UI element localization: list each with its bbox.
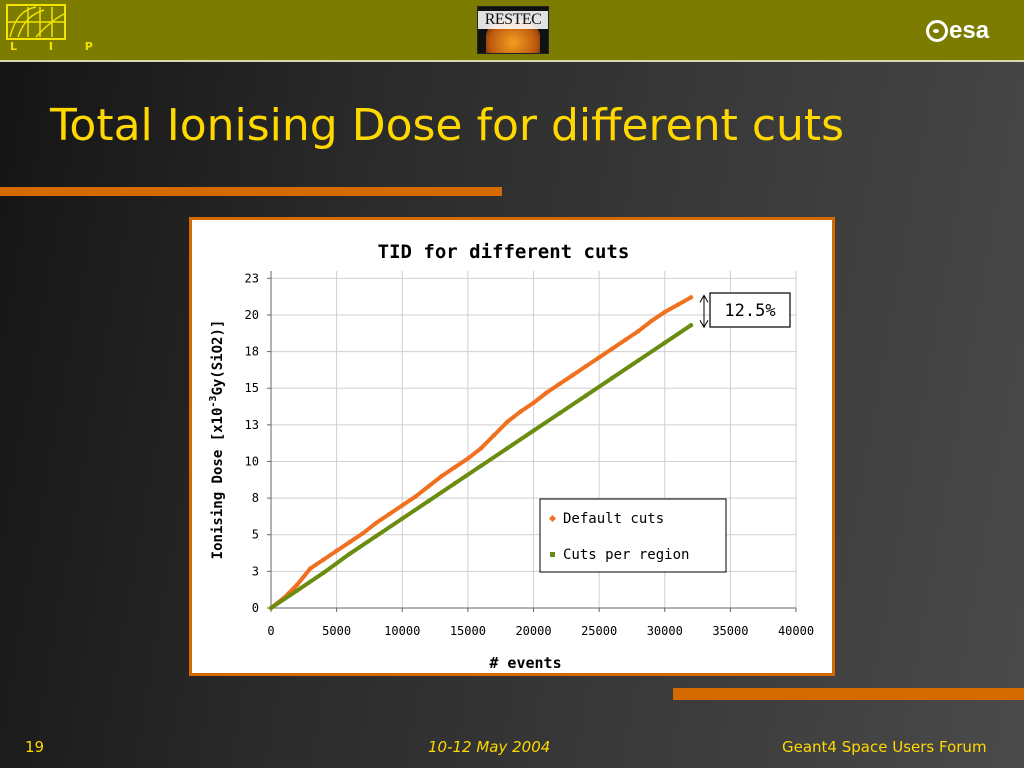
series-point-1 [662, 309, 667, 315]
x-tick-label: 5000 [322, 624, 351, 638]
series-point-1 [623, 337, 628, 343]
series-point-1 [347, 539, 352, 545]
y-tick-label: 23 [245, 271, 259, 285]
header-bar: L I P RESTEC esa [0, 0, 1024, 62]
series-point-2 [321, 570, 326, 576]
series-point-2 [662, 340, 667, 345]
y-tick-label: 3 [252, 564, 259, 578]
chart-frame: TID for different cuts 0 5000 10000 15000 200… [189, 217, 835, 676]
accent-rule-bottom [673, 688, 1024, 700]
y-tick-label: 8 [252, 491, 259, 505]
y-axis-label: Ionising Dose [x10-3Gy(SiO2)] [208, 320, 226, 560]
series-point-2 [373, 534, 379, 539]
x-axis-label: # events [489, 654, 561, 672]
restec-logo: RESTEC [477, 6, 549, 54]
y-tick-label: 0 [252, 601, 259, 615]
x-tick-label: 20000 [515, 624, 551, 638]
x-tick-label: 0 [267, 624, 274, 638]
series-point-1 [373, 520, 379, 526]
series-point-2 [478, 463, 484, 469]
legend-marker-1 [548, 514, 557, 523]
chart-title: TID for different cuts [378, 241, 630, 263]
series-point-1 [465, 456, 471, 461]
series-point-1 [570, 372, 576, 378]
series-point-1 [544, 390, 549, 395]
series-point-1 [439, 473, 444, 479]
series-point-1 [478, 446, 484, 451]
series-point-2 [426, 498, 431, 504]
x-tick-label: 15000 [450, 624, 486, 638]
series-point-2 [531, 428, 536, 433]
esa-emblem-icon [926, 20, 948, 42]
series-point-1 [649, 318, 654, 324]
legend-label-2: Cuts per region [563, 547, 689, 563]
y-tick-label: 13 [245, 418, 259, 432]
y-tick-label: 20 [245, 308, 259, 322]
series-point-1 [360, 531, 366, 536]
series-point-1 [596, 355, 602, 360]
series-point-1 [452, 465, 457, 470]
accent-rule-top [0, 187, 502, 196]
series-point-1 [531, 400, 536, 406]
y-tick-label: 5 [252, 528, 259, 542]
series-point-1 [400, 503, 405, 508]
series-point-1 [308, 566, 313, 571]
footer-event: Geant4 Space Users Forum [782, 738, 987, 756]
series-point-2 [347, 551, 352, 556]
y-tick-label: 10 [245, 454, 259, 468]
footer-date: 10-12 May 2004 [428, 738, 551, 756]
legend-box [539, 498, 727, 573]
series-point-1 [583, 364, 589, 369]
page-number: 19 [25, 738, 45, 756]
series-point-1 [688, 295, 694, 300]
series-point-2 [583, 393, 589, 398]
series-point-2 [505, 446, 510, 451]
legend-label-1: Default cuts [563, 511, 664, 527]
series-point-1 [334, 548, 339, 554]
series-point-1 [491, 432, 497, 438]
annotation-arrow-down-icon [699, 319, 709, 329]
legend-marker-2 [550, 552, 555, 557]
series-point-1 [426, 484, 431, 489]
lip-letters: L I P [10, 40, 107, 53]
series-point-2 [610, 375, 615, 381]
annotation-arrow-up-icon [699, 294, 709, 303]
y-tick-label: 15 [245, 381, 259, 395]
series-point-1 [321, 557, 326, 562]
series-point-2 [557, 410, 562, 416]
series-point-1 [675, 302, 681, 307]
series-point-2 [400, 516, 405, 521]
series-point-1 [518, 409, 523, 414]
esa-logo: esa [926, 14, 989, 48]
series-point-1 [610, 346, 615, 351]
series-point-2 [268, 605, 274, 611]
series-point-2 [452, 481, 457, 486]
series-point-2 [688, 323, 694, 328]
slide-title: Total Ionising Dose for different cuts [50, 100, 845, 151]
x-tick-label: 25000 [581, 624, 617, 638]
series-point-1 [505, 419, 510, 425]
series-point-1 [386, 512, 392, 517]
series-point-1 [413, 494, 418, 499]
series-point-1 [636, 328, 641, 334]
lip-logo [6, 4, 66, 40]
y-tick-label: 18 [245, 345, 259, 359]
series-point-2 [295, 588, 300, 593]
annotation-box [709, 292, 791, 328]
x-tick-label: 30000 [647, 624, 683, 638]
restec-logo-text: RESTEC [478, 11, 548, 29]
series-point-1 [295, 582, 300, 587]
series-point-2 [636, 358, 641, 363]
x-tick-label: 35000 [712, 624, 748, 638]
series-point-1 [557, 381, 562, 387]
esa-logo-text: esa [949, 17, 990, 44]
x-tick-label: 40000 [778, 624, 814, 638]
x-tick-label: 10000 [384, 624, 420, 638]
annotation-label: 12.5% [724, 301, 775, 321]
